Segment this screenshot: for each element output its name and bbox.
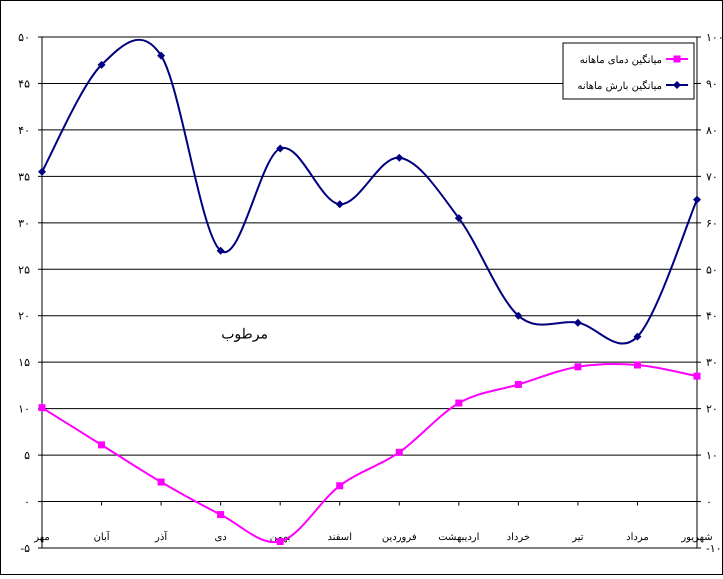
right-tick-label: ۶۰ [706, 217, 718, 230]
precipitation-point [454, 214, 463, 223]
left-tick-label: ۱۰ [18, 403, 30, 416]
right-tick-label: ۷۰ [706, 170, 718, 183]
x-tick-label: آبان [94, 530, 111, 543]
right-tick-label: ۱۰۰ [706, 31, 723, 44]
precipitation-point [514, 311, 523, 320]
temperature-point [276, 537, 284, 545]
precipitation-point [335, 200, 344, 209]
annotation-label: مرطوب [221, 326, 268, 342]
legend-temperature-marker [673, 55, 681, 63]
right-tick-label: ۳۰ [706, 356, 718, 369]
left-tick-label: ۲۰ [18, 310, 30, 323]
right-tick-label: ۰ [706, 496, 712, 509]
temperature-point [455, 399, 463, 407]
left-tick-label: ۴۵ [18, 77, 30, 90]
precipitation-point [395, 153, 404, 162]
temperature-point [336, 482, 344, 490]
precipitation-point [157, 51, 166, 60]
precipitation-point [276, 144, 285, 153]
axis-layer: -۵ ۰ ۵ ۱۰ ۱۵ ۲۰ ۲۵ ۳۰ ۳۵ ۴۰ ۴۵ ۵۰ -۱۰ ۰ ۱۰ ۲۰ ۳۰ ۴۰ ۵۰ ۶۰ ۷۰… [18, 31, 723, 555]
precipitation-point [633, 332, 642, 341]
x-tick-label: مرداد [626, 532, 649, 543]
legend-precipitation-marker [673, 81, 681, 89]
legend-temperature-label: میانگین دمای ماهانه [580, 54, 662, 66]
precipitation-point [97, 60, 106, 69]
left-tick-label: ۳۰ [18, 217, 30, 230]
grid-layer [42, 36, 697, 549]
right-tick-label: ۵۰ [706, 263, 718, 276]
series-layer [38, 38, 701, 545]
left-tick-label: ۳۵ [18, 170, 30, 183]
x-tick-label: دی [214, 532, 226, 543]
x-tick-label: آذر [154, 530, 168, 543]
right-tick-label: ۹۰ [706, 77, 718, 90]
temperature-point [395, 448, 403, 456]
x-tick-label: شهریور [680, 532, 712, 543]
left-tick-label: ۰ [24, 496, 30, 509]
x-tick-label: اردیبهشت [438, 532, 479, 543]
x-tick-label: فروردین [382, 532, 417, 543]
temperature-point [633, 361, 641, 369]
temperature-point [38, 404, 46, 412]
precipitation-point [216, 246, 225, 255]
right-tick-label: ۱۰ [706, 449, 718, 462]
x-tick-label: مهر [33, 532, 49, 543]
left-tick-label: ۵۰ [18, 31, 30, 44]
legend-box [562, 42, 695, 100]
right-tick-label: ۴۰ [706, 310, 718, 323]
legend-precipitation-label: میانگین بارش ماهانه [578, 80, 662, 92]
left-tick-label: ۱۵ [18, 356, 30, 369]
x-tick-label: اسفند [327, 532, 351, 543]
right-tick-label: ۸۰ [706, 124, 718, 137]
x-tick-label: تیر [571, 532, 584, 543]
x-tick-label: خرداد [507, 532, 530, 543]
temperature-point [574, 363, 582, 371]
left-tick-label: -۵ [20, 542, 30, 555]
temperature-point [157, 478, 165, 486]
left-tick-label: ۴۰ [18, 124, 30, 137]
left-tick-label: ۵ [24, 449, 30, 462]
precipitation-point [573, 318, 582, 327]
temperature-point [693, 372, 701, 380]
legend: میانگین دمای ماهانه میانگین بارش ماهانه [562, 42, 695, 100]
right-tick-label: -۱۰ [706, 542, 722, 555]
precipitation-point [693, 195, 701, 204]
left-tick-label: ۲۵ [18, 263, 30, 276]
temperature-point [98, 441, 106, 449]
precipitation-line [41, 38, 698, 345]
temperature-point [514, 380, 522, 388]
annotation-layer: مرطوب [221, 326, 268, 342]
temperature-point [217, 511, 225, 519]
precipitation-point [38, 167, 46, 176]
right-tick-label: ۲۰ [706, 403, 718, 416]
x-tick-label: بهمن [270, 532, 291, 543]
